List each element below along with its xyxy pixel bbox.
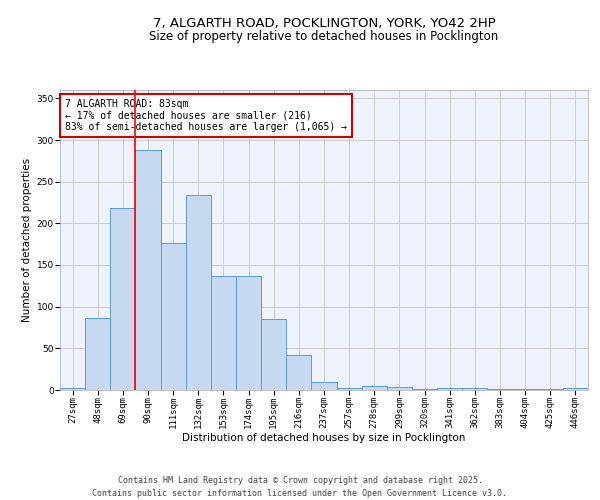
Bar — [412, 389, 437, 390]
Bar — [60, 388, 85, 390]
Bar — [462, 388, 487, 390]
Bar — [110, 208, 136, 390]
Bar — [236, 276, 261, 390]
Bar — [337, 388, 362, 390]
Bar — [186, 195, 211, 390]
Bar — [261, 319, 286, 390]
Bar — [85, 318, 110, 390]
Text: 7, ALGARTH ROAD, POCKLINGTON, YORK, YO42 2HP: 7, ALGARTH ROAD, POCKLINGTON, YORK, YO42… — [152, 18, 496, 30]
Bar — [563, 388, 588, 390]
Text: 7 ALGARTH ROAD: 83sqm
← 17% of detached houses are smaller (216)
83% of semi-det: 7 ALGARTH ROAD: 83sqm ← 17% of detached … — [65, 99, 347, 132]
Bar — [161, 242, 186, 390]
Text: Contains HM Land Registry data © Crown copyright and database right 2025.
Contai: Contains HM Land Registry data © Crown c… — [92, 476, 508, 498]
Bar — [387, 386, 412, 390]
Y-axis label: Number of detached properties: Number of detached properties — [22, 158, 32, 322]
Bar — [136, 150, 161, 390]
Bar — [311, 382, 337, 390]
Bar — [362, 386, 387, 390]
Bar — [487, 389, 512, 390]
Bar — [286, 355, 311, 390]
Bar — [437, 388, 462, 390]
Text: Size of property relative to detached houses in Pocklington: Size of property relative to detached ho… — [149, 30, 499, 43]
Bar — [512, 389, 538, 390]
Bar — [538, 389, 563, 390]
Bar — [211, 276, 236, 390]
X-axis label: Distribution of detached houses by size in Pocklington: Distribution of detached houses by size … — [182, 432, 466, 442]
